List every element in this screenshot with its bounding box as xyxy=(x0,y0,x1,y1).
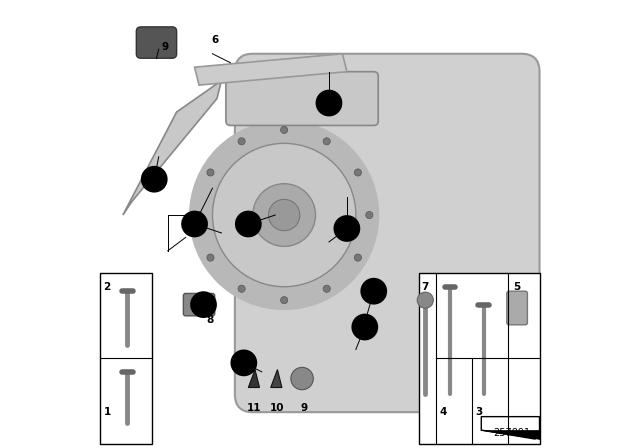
Text: 1: 1 xyxy=(326,98,332,108)
Circle shape xyxy=(365,211,373,219)
Text: 3: 3 xyxy=(241,358,247,368)
Circle shape xyxy=(207,254,214,261)
FancyBboxPatch shape xyxy=(235,54,540,412)
Circle shape xyxy=(280,297,288,304)
Circle shape xyxy=(182,211,207,237)
Circle shape xyxy=(355,254,362,261)
Text: 11: 11 xyxy=(246,403,261,413)
Circle shape xyxy=(238,138,245,145)
Circle shape xyxy=(190,121,378,309)
Polygon shape xyxy=(271,370,282,388)
Text: 4: 4 xyxy=(440,407,447,417)
Text: 1: 1 xyxy=(104,407,111,417)
Polygon shape xyxy=(481,430,540,439)
Circle shape xyxy=(231,350,257,375)
FancyBboxPatch shape xyxy=(419,273,540,444)
Circle shape xyxy=(323,285,330,293)
FancyBboxPatch shape xyxy=(136,27,177,58)
FancyBboxPatch shape xyxy=(226,72,378,125)
Text: 2: 2 xyxy=(104,282,111,292)
FancyBboxPatch shape xyxy=(100,273,152,444)
Text: 9: 9 xyxy=(162,42,169,52)
Circle shape xyxy=(238,285,245,293)
Polygon shape xyxy=(248,370,260,388)
Text: 8: 8 xyxy=(207,315,214,325)
Circle shape xyxy=(361,279,387,304)
Circle shape xyxy=(253,184,316,246)
Text: 4: 4 xyxy=(245,219,252,229)
Circle shape xyxy=(212,143,356,287)
Circle shape xyxy=(323,138,330,145)
Circle shape xyxy=(355,169,362,176)
Circle shape xyxy=(207,169,214,176)
Circle shape xyxy=(316,90,342,116)
Circle shape xyxy=(334,216,360,241)
Text: 5: 5 xyxy=(200,300,207,310)
Circle shape xyxy=(280,126,288,134)
Circle shape xyxy=(195,211,203,219)
Text: 3: 3 xyxy=(476,407,483,417)
Polygon shape xyxy=(481,417,540,439)
FancyBboxPatch shape xyxy=(507,291,527,325)
FancyBboxPatch shape xyxy=(184,293,215,316)
Text: 3: 3 xyxy=(371,286,377,296)
Circle shape xyxy=(236,211,261,237)
Circle shape xyxy=(417,292,433,308)
Circle shape xyxy=(141,167,167,192)
Circle shape xyxy=(352,314,378,340)
Polygon shape xyxy=(123,81,221,215)
Circle shape xyxy=(191,292,216,317)
Text: 257891: 257891 xyxy=(493,428,531,438)
Text: 3: 3 xyxy=(362,322,368,332)
Text: 7: 7 xyxy=(422,282,429,292)
Circle shape xyxy=(291,367,314,390)
Text: 7: 7 xyxy=(151,174,157,184)
Text: 6: 6 xyxy=(211,35,218,45)
Circle shape xyxy=(269,199,300,231)
Text: 2: 2 xyxy=(344,224,350,233)
Polygon shape xyxy=(195,54,347,85)
Text: 9: 9 xyxy=(300,403,307,413)
Text: 10: 10 xyxy=(270,403,285,413)
Text: 5: 5 xyxy=(513,282,521,292)
Text: 2: 2 xyxy=(191,219,198,229)
